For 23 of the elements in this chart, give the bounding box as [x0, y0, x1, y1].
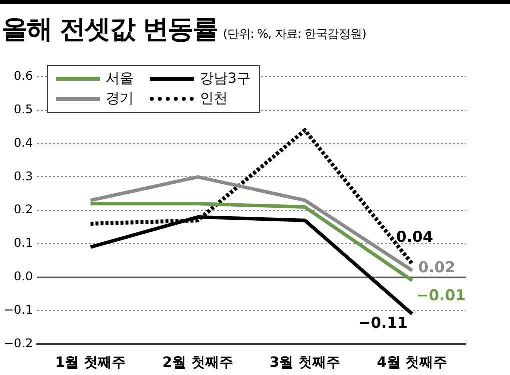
chart-subtitle: (단위: %, 자료: 한국감정원)	[223, 27, 366, 41]
y-tick-label: 0.3	[14, 169, 34, 184]
y-tick-label: −0.1	[4, 302, 34, 317]
x-tick-label: 1월 첫째주	[55, 355, 126, 372]
y-tick-label: −0.2	[4, 336, 34, 350]
y-tick-label: 0.1	[14, 236, 34, 250]
legend-label: 인천	[200, 90, 228, 108]
legend-label: 강남3구	[200, 70, 251, 88]
y-tick-label: 0.4	[14, 136, 34, 150]
y-tick-label: 0.6	[14, 69, 34, 84]
data-label: −0.11	[358, 314, 408, 332]
y-tick-label: 0.0	[14, 270, 34, 284]
data-label: −0.01	[416, 286, 466, 305]
x-tick-label: 3월 첫째주	[270, 355, 340, 372]
chart-title: 올해 전셋값 변동률	[2, 15, 218, 45]
data-label: 0.02	[418, 258, 456, 277]
x-tick-label: 2월 첫째주	[162, 355, 234, 372]
legend-label: 경기	[106, 90, 134, 108]
y-tick-label: 0.2	[14, 202, 34, 217]
y-tick-label: 0.5	[14, 102, 34, 117]
data-label: 0.04	[396, 228, 434, 246]
x-tick-label: 4월 첫째주	[377, 355, 448, 372]
legend-label: 서울	[106, 70, 134, 88]
